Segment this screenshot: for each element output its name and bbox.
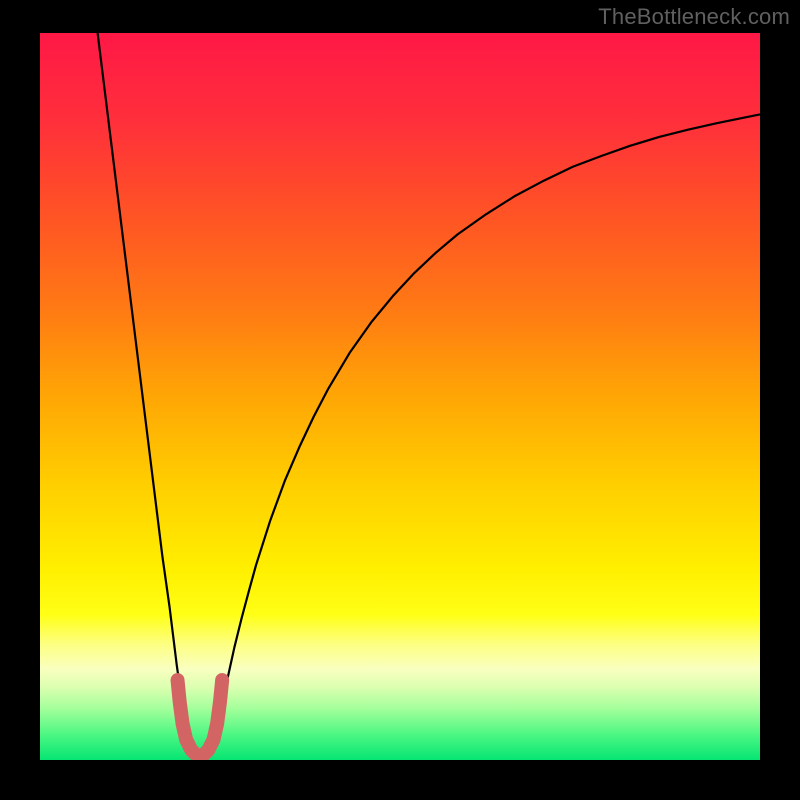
- chart-svg: [0, 0, 800, 800]
- plot-area: [40, 33, 760, 760]
- watermark-text: TheBottleneck.com: [598, 4, 790, 30]
- chart-root: TheBottleneck.com: [0, 0, 800, 800]
